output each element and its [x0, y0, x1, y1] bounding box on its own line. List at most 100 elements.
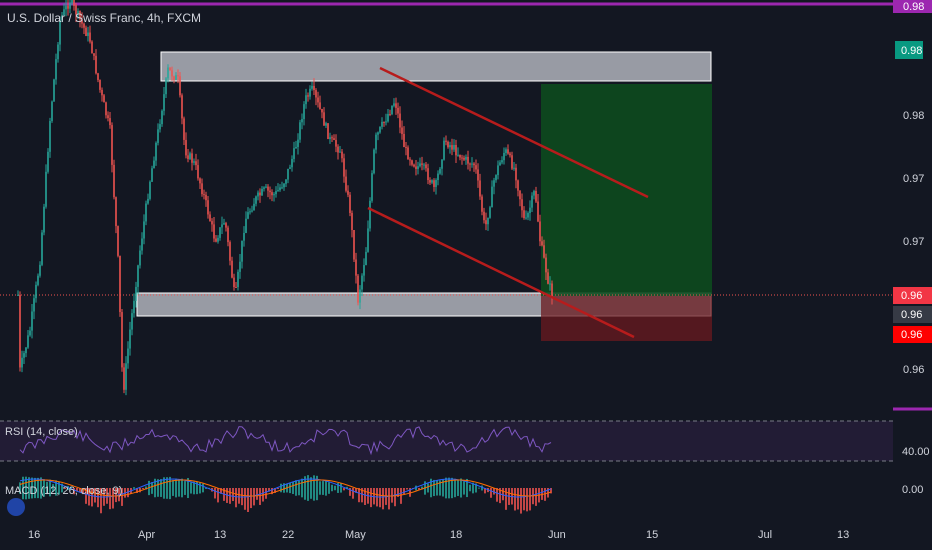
candle-body [381, 121, 383, 127]
channel-lower-line[interactable] [367, 206, 635, 339]
candle-body [235, 287, 237, 289]
macd-bar [151, 482, 153, 494]
macd-bar [247, 488, 249, 512]
candle-body [37, 275, 39, 285]
candle-body [117, 226, 119, 256]
macd-bar [394, 488, 396, 507]
macd-bar [232, 488, 234, 502]
candle-body [505, 149, 507, 153]
candle-body [153, 160, 155, 169]
candle-body [111, 125, 113, 165]
candle-body [401, 127, 403, 134]
macd-bar [115, 488, 117, 503]
macd-bar [37, 477, 39, 499]
candle-body [71, 0, 73, 4]
macd-bar [289, 482, 291, 494]
candle-body [409, 159, 411, 161]
candle-body [17, 294, 19, 296]
candle-body [89, 32, 91, 42]
candle-body [373, 149, 375, 174]
candle-body [187, 155, 189, 159]
macd-bar [31, 477, 33, 499]
channel-upper-line[interactable] [379, 66, 649, 199]
candle-body [383, 121, 385, 123]
candle-body [543, 245, 545, 258]
macd-bar [529, 488, 531, 511]
candle-body [267, 186, 269, 191]
candle-body [129, 329, 131, 349]
candle-body [141, 238, 143, 251]
macd-bar [238, 488, 240, 504]
candle-body [417, 166, 419, 169]
macd-bar [142, 488, 144, 489]
candle-body [471, 163, 473, 165]
macd-bar [34, 477, 36, 499]
candle-body [135, 286, 137, 301]
macd-bar [52, 484, 54, 492]
candle-body [437, 173, 439, 181]
macd-pane[interactable]: MACD (12, 26, close, 9) 0.00 [5, 475, 923, 514]
logo-icon[interactable] [7, 498, 25, 516]
candle-body [175, 75, 177, 81]
macd-bar [436, 480, 438, 496]
candle-body [171, 70, 173, 77]
candle-body [349, 194, 351, 213]
macd-bar [451, 477, 453, 499]
candle-body [407, 147, 409, 160]
macd-bar [22, 476, 24, 500]
candle-body [195, 161, 197, 166]
macd-bar [343, 488, 345, 491]
macd-bar [70, 486, 72, 490]
rsi-pane[interactable]: RSI (14, close) 40.00 [0, 420, 930, 462]
rsi-label: RSI (14, close) [5, 426, 78, 438]
resistance-zone[interactable] [160, 51, 712, 82]
macd-bar [73, 488, 75, 495]
macd-bar [541, 488, 543, 500]
candle-body [137, 265, 139, 287]
candle-body [179, 76, 181, 96]
candle-body [27, 335, 29, 348]
macd-bar [430, 478, 432, 498]
candle-body [263, 187, 265, 189]
macd-bar [49, 479, 51, 497]
candle-body [357, 275, 359, 303]
candle-body [473, 163, 475, 166]
candle-body [205, 194, 207, 201]
macd-bar [316, 475, 318, 501]
candle-body [355, 259, 357, 276]
price-tag-target [895, 41, 923, 59]
candle-body [105, 102, 107, 116]
macd-bar [379, 488, 381, 508]
candle-body [83, 23, 85, 28]
macd-bar [109, 488, 111, 510]
y-tick-label: 0.97 [903, 236, 924, 248]
macd-bar [187, 477, 189, 499]
candle-body [197, 165, 199, 179]
price-scale[interactable] [893, 0, 932, 550]
macd-bar [157, 479, 159, 497]
macd-bar [304, 476, 306, 500]
x-axis: 16 Apr 13 22 May 18 Jun 15 Jul 13 [28, 529, 849, 541]
candle-body [365, 251, 367, 266]
candle-body [513, 167, 515, 169]
candle-body [65, 5, 67, 10]
candle-body [165, 78, 167, 95]
candle-body [25, 347, 27, 354]
candle-body [525, 217, 527, 219]
candle-body [101, 89, 103, 96]
candle-body [59, 19, 61, 45]
candle-body [341, 151, 343, 159]
candle-body [139, 250, 141, 266]
macd-bar [319, 481, 321, 495]
candle-body [427, 168, 429, 181]
macd-bar [397, 488, 399, 497]
x-tick-label: Apr [138, 529, 155, 541]
target-zone[interactable] [541, 84, 712, 296]
candle-body [493, 180, 495, 187]
candle-body [431, 180, 433, 183]
candle-body [91, 41, 93, 54]
candle-body [97, 73, 99, 80]
rsi-band [0, 421, 893, 461]
price-tag-entry-label: 0.96 [901, 309, 922, 321]
